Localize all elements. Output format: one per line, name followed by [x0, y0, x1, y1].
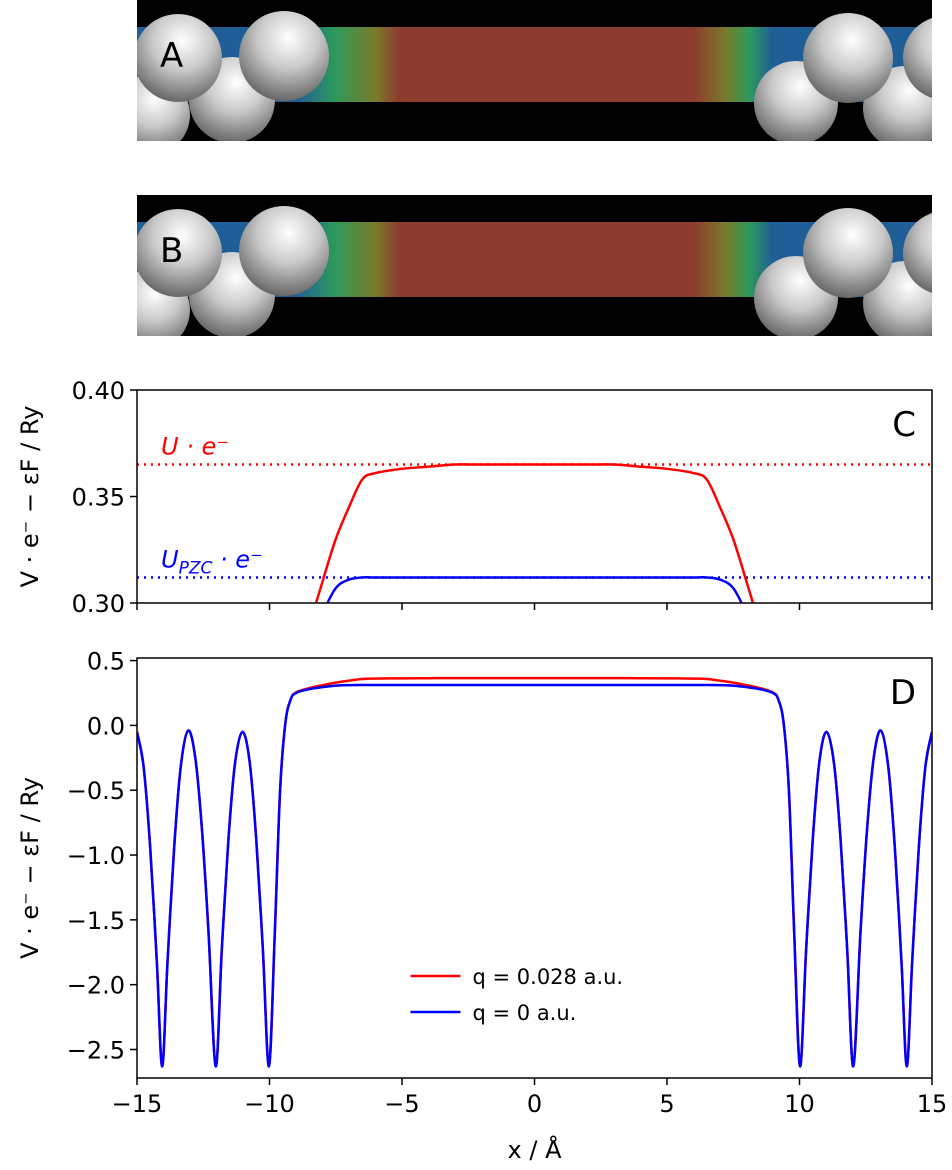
data-line: [137, 683, 932, 1068]
y-axis-label: V · e⁻ − εF / Ry: [16, 406, 44, 588]
panel-label: C: [892, 405, 916, 445]
y-tick-label: 0.30: [72, 590, 125, 618]
x-tick-label: 0: [527, 1090, 542, 1118]
x-axis-label: x / Å: [508, 1135, 563, 1164]
panel-label: D: [890, 673, 916, 713]
y-tick-label: 0.35: [72, 484, 125, 512]
data-line: [326, 576, 743, 603]
x-tick-label: −10: [244, 1090, 295, 1118]
reference-label: U · e⁻: [161, 433, 229, 461]
legend-label: q = 0.028 a.u.: [473, 965, 624, 989]
y-axis-label: V · e⁻ − εF / Ry: [16, 777, 44, 959]
reference-suffix: · e⁻: [179, 433, 229, 461]
reference-symbol: U: [161, 545, 179, 573]
y-tick-label: −0.5: [67, 777, 125, 805]
data-line: [314, 463, 755, 603]
image-panel: B: [110, 195, 952, 350]
reference-suffix: · e⁻: [212, 545, 262, 573]
panel-label: A: [160, 36, 183, 76]
y-tick-label: 0.5: [87, 648, 125, 676]
y-tick-label: −2.5: [67, 1036, 125, 1064]
reference-symbol: U: [161, 433, 179, 461]
panel-label: B: [160, 231, 183, 271]
reference-label: UPZC · e⁻: [161, 545, 263, 578]
x-tick-label: −15: [112, 1090, 163, 1118]
y-tick-label: −1.5: [67, 907, 125, 935]
x-tick-label: 10: [784, 1090, 815, 1118]
x-tick-label: 15: [917, 1090, 948, 1118]
image-panel: A: [110, 0, 952, 155]
y-tick-label: 0.0: [87, 712, 125, 740]
x-tick-label: −5: [384, 1090, 419, 1118]
x-tick-label: 5: [659, 1090, 674, 1118]
y-tick-label: 0.40: [72, 377, 125, 405]
reference-subscript: PZC: [179, 558, 213, 578]
y-tick-label: −1.0: [67, 842, 125, 870]
y-tick-label: −2.0: [67, 972, 125, 1000]
legend-label: q = 0 a.u.: [473, 1001, 577, 1025]
chart: 0.5 0.0 −0.5 −1.0 −1.5 −2.0 −2.5 −15 −10 −5 0 5 10 15…: [16, 648, 947, 1164]
